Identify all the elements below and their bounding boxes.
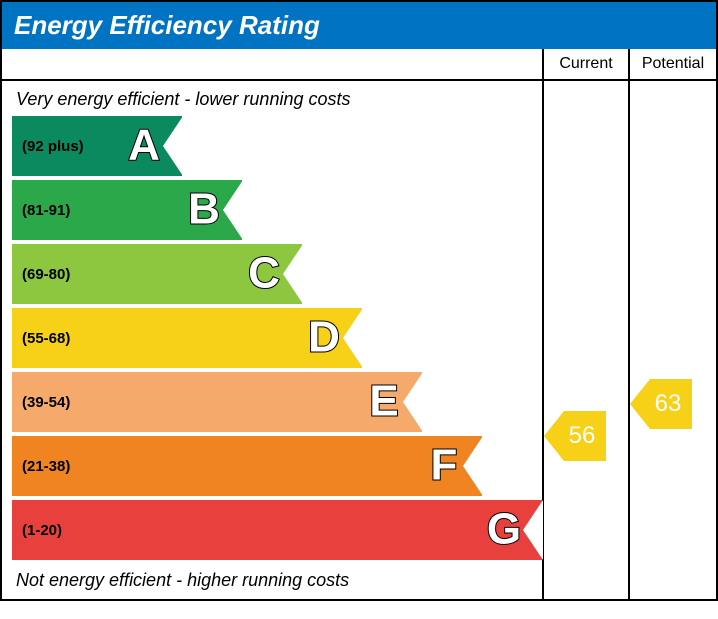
bands-column: Very energy efficient - lower running co… [2, 81, 544, 599]
band-bar: (69-80) C [12, 244, 302, 304]
svg-text:A: A [128, 121, 160, 170]
band-chevron [403, 372, 423, 432]
band-chevron [523, 500, 543, 560]
band-b: (81-91) B [12, 180, 542, 240]
current-marker: 56 [544, 411, 606, 461]
band-bar: (92 plus) A [12, 116, 182, 176]
current-column: 56 [544, 81, 630, 599]
title-bar: Energy Efficiency Rating [2, 2, 716, 49]
svg-text:C: C [248, 249, 280, 298]
band-range: (81-91) [12, 202, 70, 219]
header-current: Current [544, 49, 630, 79]
title-text: Energy Efficiency Rating [14, 10, 320, 40]
band-bar: (55-68) D [12, 308, 362, 368]
svg-text:E: E [369, 377, 398, 426]
band-bar: (81-91) B [12, 180, 242, 240]
band-c: (69-80) C [12, 244, 542, 304]
band-f: (21-38) F [12, 436, 542, 496]
current-marker-arrow [544, 411, 564, 461]
header-row: Current Potential [2, 49, 716, 79]
header-potential: Potential [630, 49, 716, 79]
band-range: (21-38) [12, 458, 70, 475]
svg-text:D: D [308, 313, 340, 362]
band-bar: (39-54) E [12, 372, 422, 432]
caption-bottom: Not energy efficient - higher running co… [12, 564, 542, 593]
band-range: (92 plus) [12, 138, 84, 155]
potential-marker-value: 63 [650, 379, 692, 429]
band-chevron [343, 308, 363, 368]
caption-top: Very energy efficient - lower running co… [12, 87, 542, 116]
band-chevron [223, 180, 243, 240]
potential-column: 63 [630, 81, 716, 599]
potential-marker-arrow [630, 379, 650, 429]
svg-text:G: G [487, 505, 521, 554]
band-chevron [163, 116, 183, 176]
band-g: (1-20) G [12, 500, 542, 560]
band-range: (55-68) [12, 330, 70, 347]
band-range: (69-80) [12, 266, 70, 283]
chart-body: Very energy efficient - lower running co… [2, 79, 716, 599]
band-chevron [463, 436, 483, 496]
band-a: (92 plus) A [12, 116, 542, 176]
band-e: (39-54) E [12, 372, 542, 432]
svg-text:F: F [431, 441, 458, 490]
svg-text:B: B [188, 185, 220, 234]
band-chevron [283, 244, 303, 304]
band-range: (1-20) [12, 522, 62, 539]
potential-marker: 63 [630, 379, 692, 429]
band-bar: (1-20) G [12, 500, 542, 560]
band-bar: (21-38) F [12, 436, 482, 496]
band-range: (39-54) [12, 394, 70, 411]
current-marker-value: 56 [564, 411, 606, 461]
header-spacer [2, 49, 544, 79]
band-d: (55-68) D [12, 308, 542, 368]
